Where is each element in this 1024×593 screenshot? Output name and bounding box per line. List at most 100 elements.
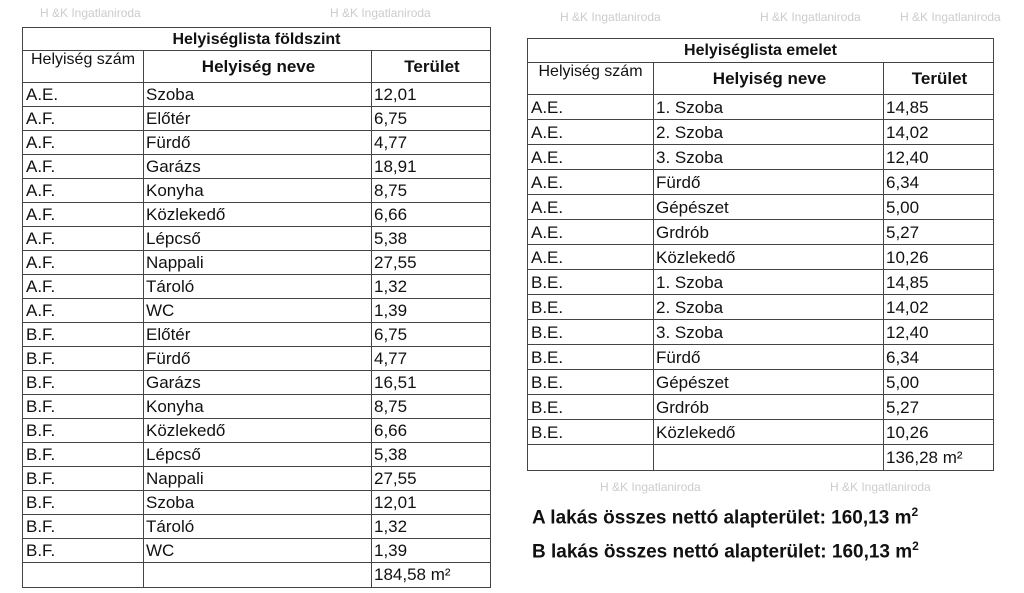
room-number: A.F. bbox=[26, 181, 56, 200]
room-number: A.E. bbox=[26, 85, 59, 104]
room-name: Lépcső bbox=[146, 445, 201, 464]
table-row: A.E. Közlekedő 10,26 bbox=[528, 245, 993, 270]
room-area: 4,77 bbox=[374, 133, 408, 152]
table-row: A.F. WC 1,39 bbox=[23, 299, 490, 323]
room-name: Nappali bbox=[146, 469, 204, 488]
column-divider bbox=[883, 63, 884, 470]
table-row: B.E. Közlekedő 10,26 bbox=[528, 420, 993, 445]
summary-a-exp: 2 bbox=[911, 505, 919, 519]
room-area: 6,75 bbox=[374, 325, 408, 344]
table-row: A.F. Konyha 8,75 bbox=[23, 179, 490, 203]
table-row: B.F. Tároló 1,32 bbox=[23, 515, 490, 539]
room-area: 6,66 bbox=[374, 205, 408, 224]
room-name: Közlekedő bbox=[146, 421, 226, 440]
room-name: Tároló bbox=[146, 277, 195, 296]
room-name: Grdrób bbox=[656, 398, 709, 417]
room-number bbox=[23, 563, 143, 587]
room-number: A.E. bbox=[531, 123, 564, 142]
room-area: 4,77 bbox=[374, 349, 408, 368]
table-row: B.E. Fürdő 6,34 bbox=[528, 345, 993, 370]
room-number: B.F. bbox=[26, 541, 56, 560]
summary-b: B lakás összes nettó alapterület: 160,13… bbox=[532, 539, 919, 563]
room-name: 2. Szoba bbox=[656, 123, 724, 142]
watermark-text: H &K Ingatlaniroda bbox=[330, 6, 431, 20]
room-area: 136,28 m² bbox=[886, 448, 963, 467]
table-title: Helyiséglista földszint bbox=[23, 28, 490, 51]
room-number: B.F. bbox=[26, 421, 56, 440]
room-area: 6,34 bbox=[886, 348, 920, 367]
room-name: 1. Szoba bbox=[656, 273, 724, 292]
room-name: Közlekedő bbox=[656, 248, 736, 267]
room-name: Garázs bbox=[146, 157, 201, 176]
table-row: B.E. 1. Szoba 14,85 bbox=[528, 270, 993, 295]
room-area: 14,02 bbox=[886, 123, 929, 142]
room-area: 12,01 bbox=[374, 493, 417, 512]
header-area: Terület bbox=[911, 69, 968, 88]
room-name: Szoba bbox=[146, 85, 195, 104]
summary-b-text: B lakás összes nettó alapterület: 160,13… bbox=[532, 541, 913, 563]
room-number: A.F. bbox=[26, 277, 56, 296]
room-name: Garázs bbox=[146, 373, 201, 392]
header-name: Helyiség neve bbox=[201, 57, 316, 76]
room-name: Előtér bbox=[146, 325, 191, 344]
table-row: A.F. Nappali 27,55 bbox=[23, 251, 490, 275]
room-name: 3. Szoba bbox=[656, 148, 724, 167]
room-name: 2. Szoba bbox=[656, 298, 724, 317]
room-area: 10,26 bbox=[886, 423, 929, 442]
table-body: A.E. 1. Szoba 14,85 A.E. 2. Szoba 14,02 … bbox=[528, 95, 993, 470]
watermark-text: H &K Ingatlaniroda bbox=[560, 10, 661, 24]
room-area: 5,27 bbox=[886, 398, 920, 417]
table-row: A.E. 3. Szoba 12,40 bbox=[528, 145, 993, 170]
room-name bbox=[653, 445, 883, 470]
room-number: A.E. bbox=[531, 173, 564, 192]
room-number: B.F. bbox=[26, 373, 56, 392]
table-row: A.F. Fürdő 4,77 bbox=[23, 131, 490, 155]
room-area: 8,75 bbox=[374, 397, 408, 416]
room-number: A.F. bbox=[26, 109, 56, 128]
room-area: 5,27 bbox=[886, 223, 920, 242]
header-name: Helyiség neve bbox=[712, 69, 827, 88]
room-number: A.E. bbox=[531, 198, 564, 217]
room-name: Közlekedő bbox=[146, 205, 226, 224]
watermark-text: H &K Ingatlaniroda bbox=[40, 6, 141, 20]
room-number: A.F. bbox=[26, 229, 56, 248]
room-name: Gépészet bbox=[656, 198, 729, 217]
watermark-text: H &K Ingatlaniroda bbox=[900, 10, 1001, 24]
table-row: B.F. Garázs 16,51 bbox=[23, 371, 490, 395]
column-divider bbox=[143, 51, 144, 587]
summary-a-text: A lakás összes nettó alapterület: 160,13… bbox=[532, 507, 912, 529]
room-number: B.F. bbox=[26, 517, 56, 536]
room-number: B.F. bbox=[26, 445, 56, 464]
room-number: A.E. bbox=[531, 148, 564, 167]
room-area: 14,85 bbox=[886, 273, 929, 292]
table-row: B.E. 2. Szoba 14,02 bbox=[528, 295, 993, 320]
room-area: 12,40 bbox=[886, 148, 929, 167]
room-number: B.E. bbox=[531, 398, 564, 417]
room-number: A.F. bbox=[26, 157, 56, 176]
table-row: B.F. Nappali 27,55 bbox=[23, 467, 490, 491]
room-name: Konyha bbox=[146, 397, 204, 416]
room-name: Szoba bbox=[146, 493, 195, 512]
table-row: B.F. Fürdő 4,77 bbox=[23, 347, 490, 371]
room-area: 1,32 bbox=[374, 517, 408, 536]
room-area: 5,00 bbox=[886, 198, 920, 217]
room-number: B.E. bbox=[531, 423, 564, 442]
table-row: A.E. 1. Szoba 14,85 bbox=[528, 95, 993, 120]
room-number: B.E. bbox=[531, 348, 564, 367]
table-row: A.E. Szoba 12,01 bbox=[23, 83, 490, 107]
room-name: Előtér bbox=[146, 109, 191, 128]
table-row: B.F. Előtér 6,75 bbox=[23, 323, 490, 347]
room-number: B.F. bbox=[26, 469, 56, 488]
room-number: A.F. bbox=[26, 301, 56, 320]
room-name: 1. Szoba bbox=[656, 98, 724, 117]
summary-a: A lakás összes nettó alapterület: 160,13… bbox=[532, 505, 918, 529]
column-divider bbox=[371, 51, 372, 587]
room-name: 3. Szoba bbox=[656, 323, 724, 342]
watermark-text: H &K Ingatlaniroda bbox=[830, 480, 931, 494]
room-area: 1,39 bbox=[374, 301, 408, 320]
room-number: B.E. bbox=[531, 298, 564, 317]
room-number: B.F. bbox=[26, 325, 56, 344]
room-area: 27,55 bbox=[374, 253, 417, 272]
room-area: 12,40 bbox=[886, 323, 929, 342]
ground-floor-table: Helyiséglista földszint Helyiség szám He… bbox=[22, 27, 491, 588]
